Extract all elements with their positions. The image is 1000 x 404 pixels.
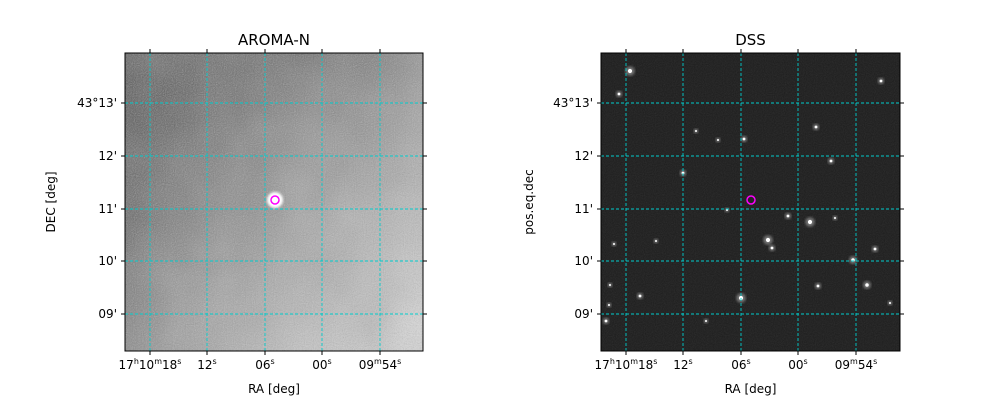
x-tick-label: 12s xyxy=(197,357,216,372)
tick-label-part: s xyxy=(804,357,808,366)
star-core xyxy=(638,294,642,298)
y-tick-label: 43°13' xyxy=(553,96,593,110)
left-image xyxy=(125,53,423,351)
x-tick-label: 09m54s xyxy=(359,357,402,372)
star-core xyxy=(829,159,833,163)
x-tick-label: 06s xyxy=(731,357,750,372)
right-image xyxy=(601,53,900,351)
y-tick-label: 09' xyxy=(574,307,593,321)
x-tick-label: 00s xyxy=(788,357,807,372)
x-tick-label: 17h10m18s xyxy=(119,357,182,372)
star-core xyxy=(879,79,883,83)
star-core xyxy=(816,284,820,288)
tick-label-part: 00 xyxy=(312,358,327,372)
x-tick-label: 00s xyxy=(312,357,331,372)
x-tick-label: 17h10m18s xyxy=(595,357,658,372)
tick-label-part: 18 xyxy=(638,358,653,372)
x-tick-label: 09m54s xyxy=(835,357,878,372)
target-marker xyxy=(270,195,280,205)
tick-label-part: s xyxy=(397,357,401,366)
tick-label-part: h xyxy=(134,357,139,366)
star-core xyxy=(627,68,633,74)
tick-label-part: h xyxy=(610,357,615,366)
y-tick-label: 09' xyxy=(98,307,117,321)
star-core xyxy=(725,208,729,212)
y-tick-label: 11' xyxy=(98,202,117,216)
star-core xyxy=(742,137,746,141)
tick-label-part: s xyxy=(177,357,181,366)
star-core xyxy=(765,237,771,243)
tick-label-part: 06 xyxy=(255,358,270,372)
star-core xyxy=(617,92,621,96)
x-axis-label: RA [deg] xyxy=(725,382,777,396)
tick-label-part: 12 xyxy=(673,358,688,372)
panel-title: AROMA-N xyxy=(238,31,310,49)
y-tick-label: 12' xyxy=(574,149,593,163)
star-core xyxy=(704,319,708,323)
target-marker xyxy=(746,195,756,205)
axes-frame xyxy=(600,52,901,352)
axes-frame xyxy=(124,52,424,352)
tick-label-part: 09 xyxy=(835,358,850,372)
star-core xyxy=(786,214,790,218)
y-tick-label: 12' xyxy=(98,149,117,163)
tick-label-part: s xyxy=(747,357,751,366)
stars xyxy=(602,66,893,325)
y-tick-label: 10' xyxy=(574,254,593,268)
y-tick-label: 11' xyxy=(574,202,593,216)
tick-label-part: 18 xyxy=(162,358,177,372)
tick-label-part: 17 xyxy=(595,358,610,372)
star-core xyxy=(607,303,611,307)
star-core xyxy=(612,242,616,246)
tick-label-part: 00 xyxy=(788,358,803,372)
tick-label-part: 12 xyxy=(197,358,212,372)
x-axis-label: RA [deg] xyxy=(248,382,300,396)
tick-label-part: s xyxy=(271,357,275,366)
star-core xyxy=(888,301,892,305)
x-tick-label: 12s xyxy=(673,357,692,372)
y-axis-label: DEC [deg] xyxy=(44,172,58,233)
tick-label-part: 10 xyxy=(615,358,630,372)
tick-label-part: m xyxy=(154,357,162,366)
tick-label-part: m xyxy=(630,357,638,366)
y-tick-label: 10' xyxy=(98,254,117,268)
tick-label-part: s xyxy=(689,357,693,366)
x-tick-label: 06s xyxy=(255,357,274,372)
tick-label-part: m xyxy=(374,357,382,366)
star-core xyxy=(865,283,869,287)
star-core xyxy=(873,247,877,251)
star-core xyxy=(608,283,612,287)
tick-label-part: m xyxy=(850,357,858,366)
star-core xyxy=(694,129,698,133)
star-core xyxy=(807,219,813,225)
star-core xyxy=(604,319,608,323)
star-core xyxy=(814,125,818,129)
tick-label-part: s xyxy=(328,357,332,366)
tick-label-part: s xyxy=(213,357,217,366)
tick-label-part: 54 xyxy=(858,358,873,372)
panel-title: DSS xyxy=(735,31,766,49)
tick-label-part: s xyxy=(873,357,877,366)
star-core xyxy=(833,216,837,220)
y-axis-label: pos.eq.dec xyxy=(522,169,536,234)
y-tick-label: 43°13' xyxy=(77,96,117,110)
tick-label-part: 09 xyxy=(359,358,374,372)
star-core xyxy=(716,138,720,142)
tick-label-part: 17 xyxy=(119,358,134,372)
tick-label-part: 10 xyxy=(139,358,154,372)
tick-label-part: 06 xyxy=(731,358,746,372)
tick-label-part: s xyxy=(653,357,657,366)
star-core xyxy=(654,239,658,243)
star-core xyxy=(770,246,774,250)
tick-label-part: 54 xyxy=(382,358,397,372)
